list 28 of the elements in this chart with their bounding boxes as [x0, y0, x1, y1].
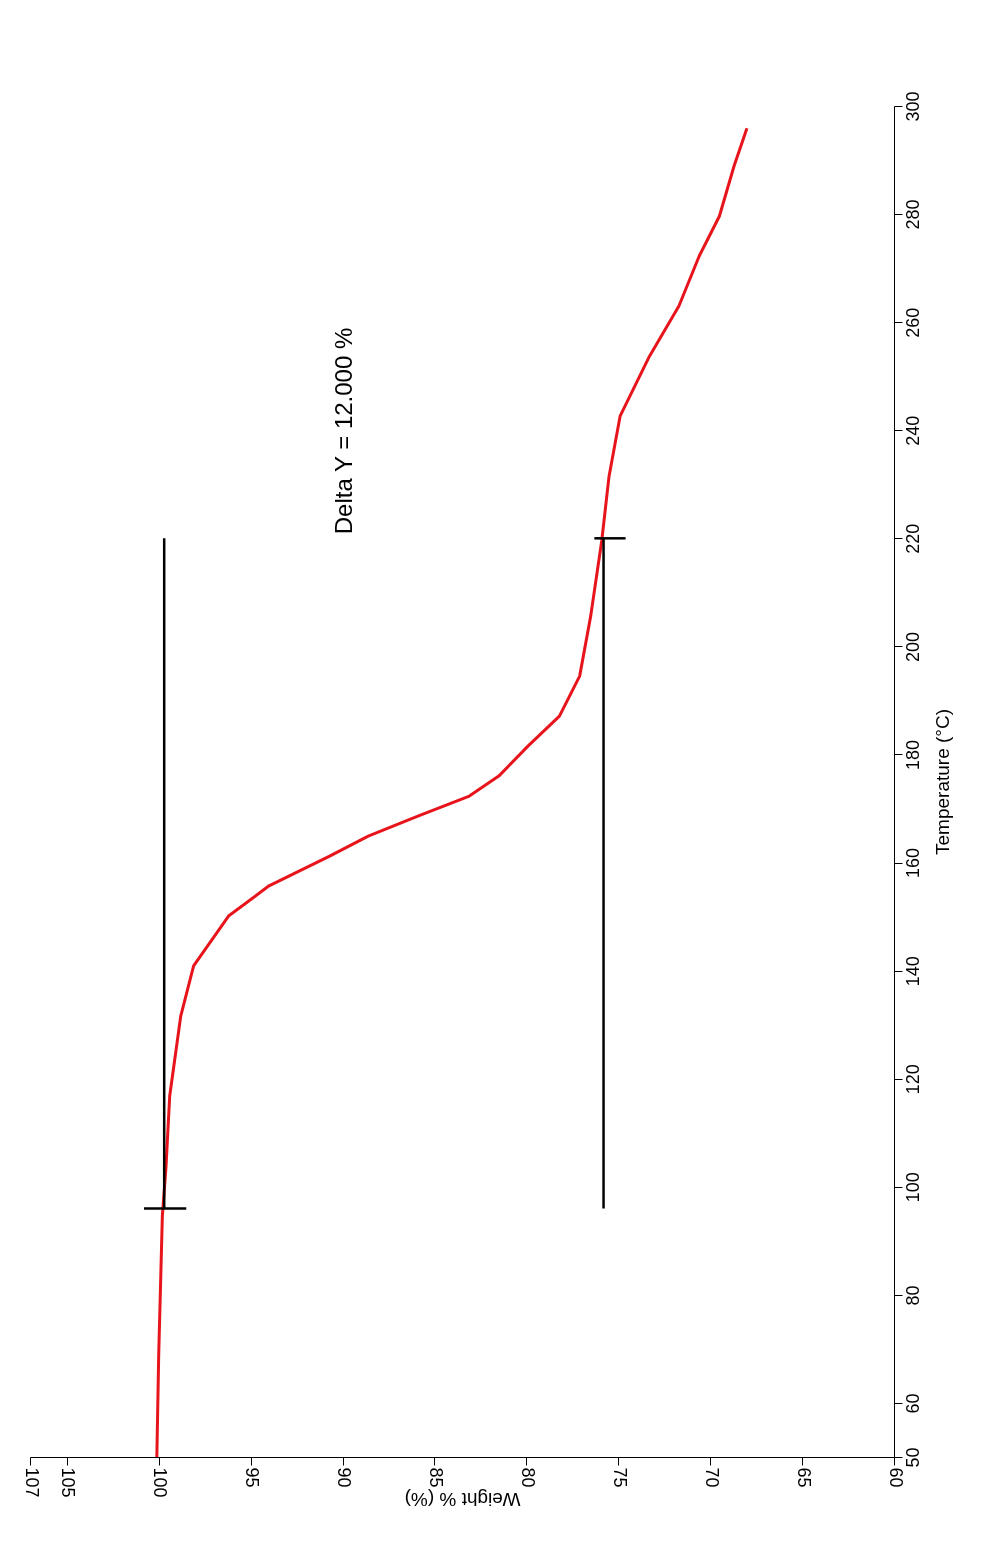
y-tick-label: 160 — [902, 848, 923, 879]
y-tick-label: 50 — [902, 1447, 923, 1468]
x-tick-label: 107 — [21, 1467, 42, 1498]
y-tick-label: 140 — [902, 956, 923, 987]
y-tick-label: 260 — [902, 307, 923, 338]
x-axis-title: Weight % (%) — [404, 1488, 521, 1510]
y-tick-label: 220 — [902, 523, 923, 554]
y-tick-label: 60 — [902, 1393, 923, 1414]
x-tick-label: 80 — [517, 1467, 538, 1488]
x-tick-label: 70 — [701, 1467, 722, 1488]
x-tick-label: 75 — [609, 1467, 630, 1488]
x-tick-label: 95 — [242, 1467, 263, 1488]
y-tick-label: 240 — [902, 415, 923, 446]
y-tick-label: 100 — [902, 1172, 923, 1203]
y-axis-title: Temperature (°C) — [931, 709, 953, 855]
y-tick-label: 300 — [902, 91, 923, 122]
y-tick-label: 80 — [902, 1285, 923, 1306]
y-tick-label: 280 — [902, 199, 923, 230]
x-tick-label: 105 — [58, 1467, 79, 1498]
annotation: Delta Y = 12.000 % — [330, 327, 357, 535]
x-tick-label: 65 — [793, 1467, 814, 1488]
y-tick-label: 200 — [902, 631, 923, 662]
x-tick-label: 60 — [885, 1467, 906, 1488]
x-tick-label: 100 — [150, 1467, 171, 1498]
y-tick-label: 180 — [902, 739, 923, 770]
y-tick-label: 120 — [902, 1064, 923, 1095]
x-tick-label: 85 — [425, 1467, 446, 1488]
x-tick-label: 90 — [334, 1467, 355, 1488]
